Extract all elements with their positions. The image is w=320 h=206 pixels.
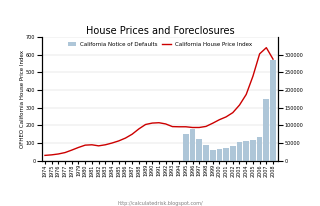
Bar	[237, 142, 242, 161]
Bar	[243, 141, 249, 161]
Bar	[210, 150, 215, 161]
Text: http://calculatedrisk.blogspot.com/: http://calculatedrisk.blogspot.com/	[117, 201, 203, 206]
Bar	[263, 99, 269, 161]
Bar	[230, 146, 236, 161]
Bar	[183, 134, 189, 161]
Title: House Prices and Foreclosures: House Prices and Foreclosures	[86, 26, 234, 36]
Legend: California Notice of Defaults, California House Price Index: California Notice of Defaults, Californi…	[66, 40, 254, 49]
Bar	[223, 148, 229, 161]
Bar	[196, 139, 202, 161]
Bar	[217, 149, 222, 161]
Bar	[203, 145, 209, 161]
Bar	[257, 137, 262, 161]
Bar	[250, 140, 256, 161]
Bar	[270, 60, 276, 161]
Y-axis label: OFHEO California House Price Index: OFHEO California House Price Index	[20, 50, 25, 148]
Bar	[190, 129, 196, 161]
